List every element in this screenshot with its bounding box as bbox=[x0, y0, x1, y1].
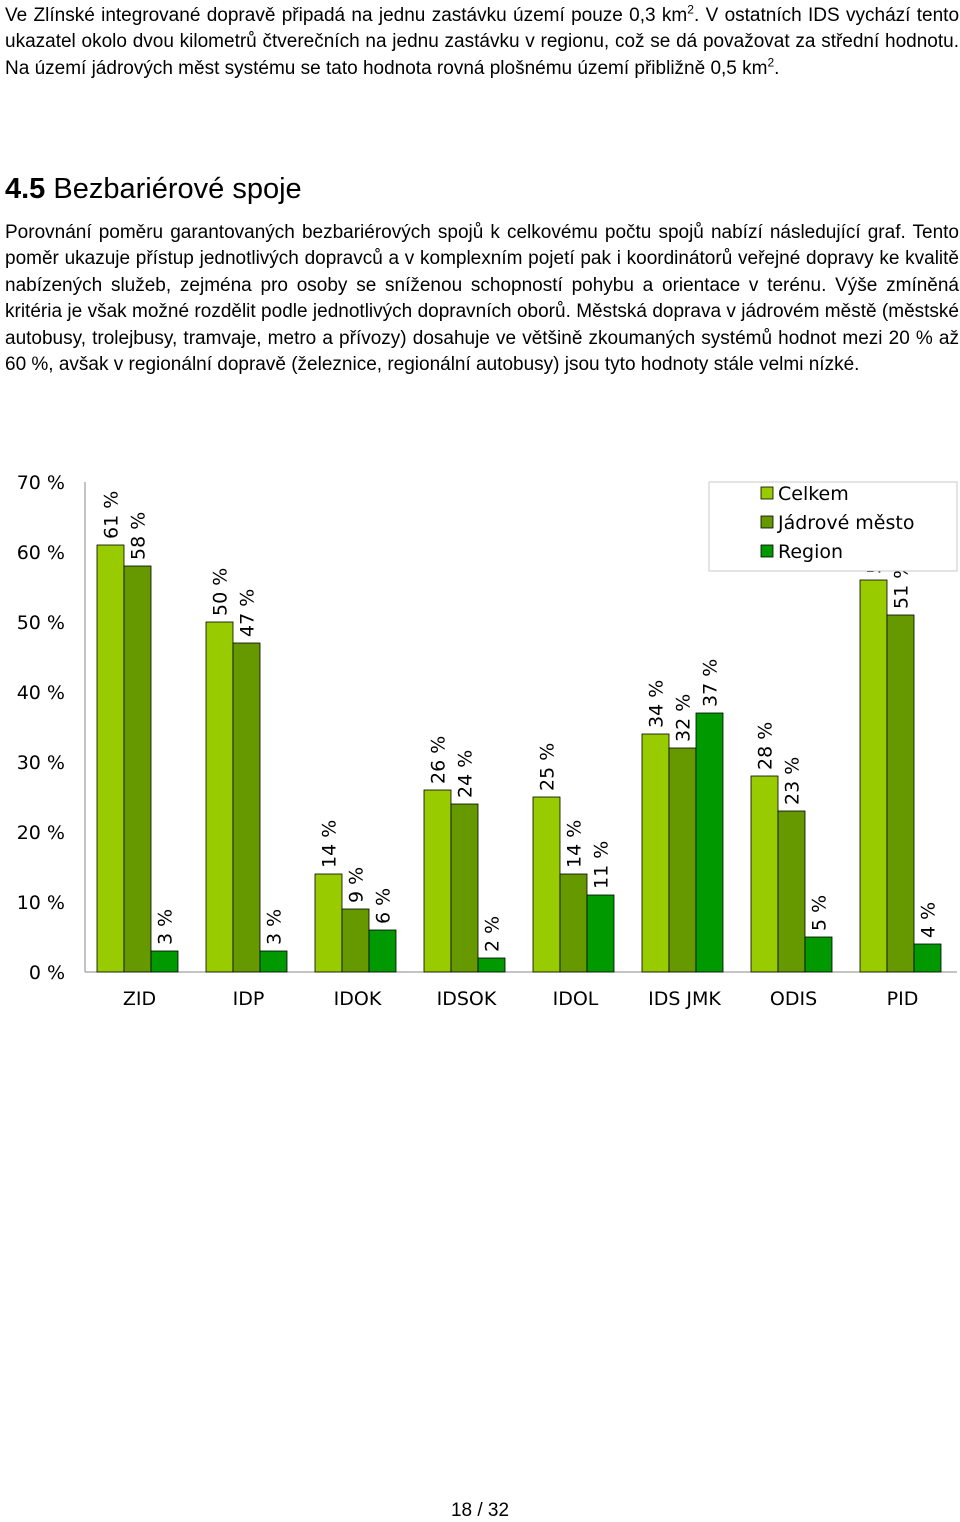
page-number: 18 / 32 bbox=[450, 1500, 510, 1521]
section-number: 4.5 bbox=[5, 173, 46, 205]
bar bbox=[341, 908, 370, 973]
data-label: 3 % bbox=[264, 909, 286, 945]
data-label: 14 % bbox=[564, 820, 586, 868]
bar bbox=[695, 712, 724, 973]
legend-swatch bbox=[760, 515, 774, 529]
section-title: Bezbariérové spoje bbox=[53, 173, 302, 205]
data-label: 25 % bbox=[537, 743, 559, 791]
bar bbox=[559, 873, 588, 973]
x-tick-label: ODIS bbox=[770, 988, 817, 1010]
bar bbox=[450, 803, 479, 973]
bar bbox=[423, 789, 452, 973]
data-label: 2 % bbox=[482, 916, 504, 952]
bar-chart: 61 % 58 %3 %50 % 47 %3 %14 %9 %6 %26 % 24 %… bbox=[17, 472, 958, 1010]
data-label: 26 % bbox=[428, 736, 450, 784]
x-tick-label: IDSOK bbox=[437, 988, 497, 1010]
y-tick-label: 60 % bbox=[17, 542, 65, 564]
bar bbox=[859, 579, 888, 973]
y-tick-label: 50 % bbox=[17, 612, 65, 634]
legend-label: Region bbox=[778, 541, 843, 563]
bar bbox=[777, 810, 806, 973]
bar bbox=[150, 950, 179, 973]
y-tick-label: 70 % bbox=[17, 472, 65, 494]
bar bbox=[205, 621, 234, 973]
x-tick-label: IDOL bbox=[553, 988, 599, 1010]
data-label: 61 % bbox=[101, 491, 123, 539]
x-tick-label: PID bbox=[887, 988, 919, 1010]
data-label: 4 % bbox=[918, 902, 940, 938]
y-tick-label: 10 % bbox=[17, 892, 65, 914]
bar bbox=[586, 894, 615, 973]
data-label: 23 % bbox=[782, 757, 804, 805]
data-label: 58 % bbox=[128, 512, 150, 560]
x-tick-label: ZID bbox=[123, 988, 156, 1010]
data-label: 11 % bbox=[591, 841, 613, 889]
bar bbox=[913, 943, 942, 973]
bar bbox=[123, 565, 152, 973]
bar bbox=[804, 936, 833, 973]
intro-paragraph: Ve Zlínské integrované dopravě připadá n… bbox=[5, 2, 960, 79]
data-label: 34 % bbox=[646, 680, 668, 728]
data-label: 50 % bbox=[210, 568, 232, 616]
bar bbox=[477, 957, 506, 973]
data-label: 6 % bbox=[373, 888, 395, 924]
legend-swatch bbox=[760, 544, 774, 558]
bar bbox=[668, 747, 697, 973]
y-tick-label: 40 % bbox=[17, 682, 65, 704]
data-label: 32 % bbox=[673, 694, 695, 742]
data-label: 47 % bbox=[237, 589, 259, 637]
bar bbox=[368, 929, 397, 973]
bar bbox=[641, 733, 670, 973]
data-label: 14 % bbox=[319, 820, 341, 868]
x-tick-label: IDP bbox=[233, 988, 265, 1010]
bar bbox=[532, 796, 561, 973]
data-label: 3 % bbox=[155, 909, 177, 945]
bar bbox=[314, 873, 343, 973]
legend-label: Jádrové město bbox=[777, 512, 914, 534]
chart-legend: Celkem Jádrové město Region bbox=[708, 481, 958, 572]
bar bbox=[259, 950, 288, 973]
y-tick-label: 20 % bbox=[17, 822, 65, 844]
y-tick-label: 30 % bbox=[17, 752, 65, 774]
data-label: 5 % bbox=[809, 895, 831, 931]
x-tick-label: IDOK bbox=[334, 988, 382, 1010]
bar bbox=[750, 775, 779, 973]
bar bbox=[96, 544, 125, 973]
section-body: Porovnání poměru garantovaných bezbariér… bbox=[5, 222, 959, 376]
data-label: 37 % bbox=[700, 659, 722, 707]
data-label: 9 % bbox=[346, 867, 368, 903]
bar bbox=[886, 614, 915, 973]
x-tick-label: IDS JMK bbox=[648, 988, 721, 1010]
bar bbox=[232, 642, 261, 973]
section-heading: 4.5 Bezbariérové spoje bbox=[5, 170, 302, 208]
data-label: 28 % bbox=[755, 722, 777, 770]
legend-box bbox=[708, 481, 958, 572]
y-tick-label: 0 % bbox=[29, 962, 65, 984]
legend-swatch bbox=[760, 486, 774, 500]
data-label: 51 % bbox=[891, 561, 913, 609]
data-label: 24 % bbox=[455, 750, 477, 798]
legend-label: Celkem bbox=[778, 483, 849, 505]
